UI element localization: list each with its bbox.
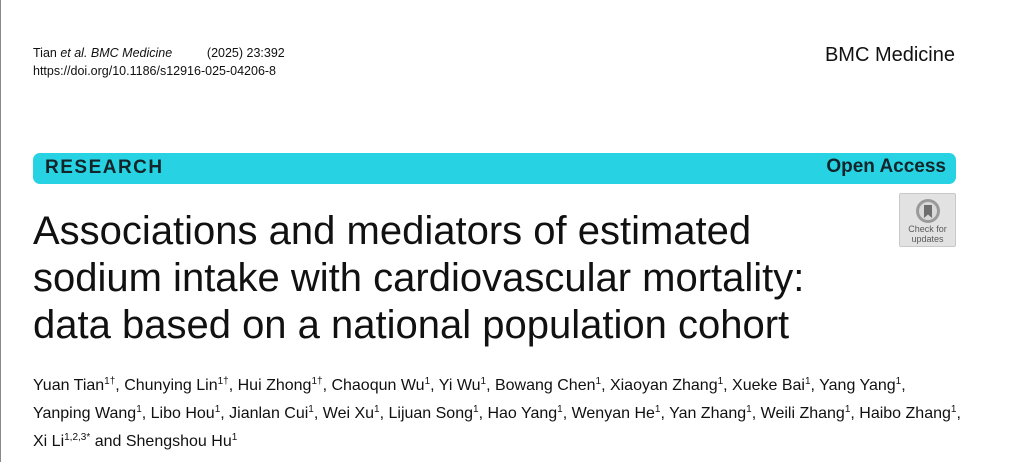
author-name[interactable]: Yi Wu [438, 377, 481, 394]
author-affiliation: 1 [844, 404, 851, 415]
author-separator: , [228, 377, 238, 394]
author-separator: , [379, 405, 389, 422]
author-affiliation: 1 [480, 376, 487, 387]
author-name[interactable]: Wenyan He [571, 405, 655, 422]
author-separator: , [751, 405, 761, 422]
author-affiliation: 1 [374, 404, 380, 415]
author-separator: , [430, 377, 439, 394]
author-affiliation: 1,2,3* [64, 432, 91, 443]
author-name[interactable]: Xiaoyan Zhang [609, 377, 718, 394]
author-affiliation: 1 [308, 404, 314, 415]
author-separator: , [115, 377, 125, 394]
open-access-label: Open Access [826, 156, 946, 177]
author-separator: , [562, 405, 572, 422]
author-affiliation: 1 [746, 404, 752, 415]
author-name[interactable]: Jianlan Cui [229, 405, 309, 422]
citation-line: Tian et al. BMC Medicine (2025) 23:392 [33, 44, 285, 62]
author-affiliation: 1 [557, 404, 563, 415]
doi-link[interactable]: https://doi.org/10.1186/s12916-025-04206… [33, 64, 277, 78]
author-affiliation: 1 [804, 376, 811, 387]
author-name[interactable]: Hao Yang [487, 405, 558, 422]
title-line: Associations and mediators of estimated [33, 209, 752, 253]
author-separator: , [723, 377, 733, 394]
author-separator: , [956, 405, 966, 422]
author-separator: , [660, 405, 670, 422]
author-affiliation: 1 [895, 376, 902, 387]
article-type-banner: RESEARCH Open Access [33, 153, 956, 184]
citation-volume: (2025) 23:392 [172, 46, 285, 60]
author-separator: , [901, 377, 910, 394]
author-name[interactable]: Weili Zhang [760, 405, 845, 422]
author-affiliation: 1 [950, 404, 957, 415]
author-separator: , [141, 405, 151, 422]
author-affiliation: 1 [473, 404, 479, 415]
author-separator: , [478, 405, 488, 422]
author-affiliation: 1 [717, 376, 724, 387]
article-title: Associations and mediators of estimated … [33, 208, 883, 349]
page-left-edge [0, 0, 1, 462]
author-name[interactable]: Haibo Zhang [859, 405, 951, 422]
citation-block: Tian et al. BMC Medicine (2025) 23:392 h… [33, 44, 285, 80]
author-affiliation: 1 [136, 404, 142, 415]
author-separator: , [313, 405, 323, 422]
author-affiliation: 1 [231, 432, 238, 443]
author-separator: , [322, 377, 332, 394]
author-name[interactable]: Yanping Wang [33, 405, 137, 422]
check-for-updates-line2: updates [911, 234, 944, 244]
check-for-updates-line1: Check for [908, 224, 947, 234]
title-line: data based on a national population coho… [33, 303, 790, 347]
author-name[interactable]: Yuan Tian [33, 377, 105, 394]
author-separator: , [486, 377, 495, 394]
author-list: Yuan Tian1†, Chunying Lin1†, Hui Zhong1†… [33, 372, 963, 456]
author-separator: , [601, 377, 610, 394]
author-affiliation: 1 [424, 376, 431, 387]
author-name[interactable]: Shengshou Hu [125, 433, 232, 450]
citation-journal: et al. BMC Medicine [60, 46, 173, 60]
author-name[interactable]: Yang Yang [819, 377, 896, 394]
author-name[interactable]: Xueke Bai [732, 377, 805, 394]
author-separator: , [220, 405, 230, 422]
author-affiliation: 1 [654, 404, 661, 415]
author-name[interactable]: Libo Hou [150, 405, 215, 422]
check-for-updates-button[interactable]: Check for updates [899, 193, 956, 247]
author-separator: , [810, 377, 820, 394]
title-line: sodium intake with cardiovascular mortal… [33, 256, 805, 300]
journal-name: BMC Medicine [824, 44, 955, 66]
author-name[interactable]: Wei Xu [322, 405, 375, 422]
author-affiliation: 1† [311, 376, 323, 387]
author-name[interactable]: Chunying Lin [124, 377, 218, 394]
author-name[interactable]: Yan Zhang [669, 405, 747, 422]
author-affiliation: 1 [214, 404, 221, 415]
author-affiliation: 1† [104, 376, 116, 387]
author-name[interactable]: Chaoqun Wu [331, 377, 425, 394]
author-affiliation: 1 [595, 376, 602, 387]
author-name[interactable]: Xi Li [33, 433, 65, 450]
author-name[interactable]: Lijuan Song [388, 405, 473, 422]
author-affiliation: 1† [217, 376, 229, 387]
author-separator: , [850, 405, 860, 422]
bookmark-ribbon-icon [915, 199, 940, 223]
author-name[interactable]: Hui Zhong [237, 377, 312, 394]
citation-author: Tian [33, 46, 61, 60]
author-separator: and [90, 433, 126, 450]
author-name[interactable]: Bowang Chen [494, 377, 596, 394]
article-type-label: RESEARCH [45, 157, 164, 178]
